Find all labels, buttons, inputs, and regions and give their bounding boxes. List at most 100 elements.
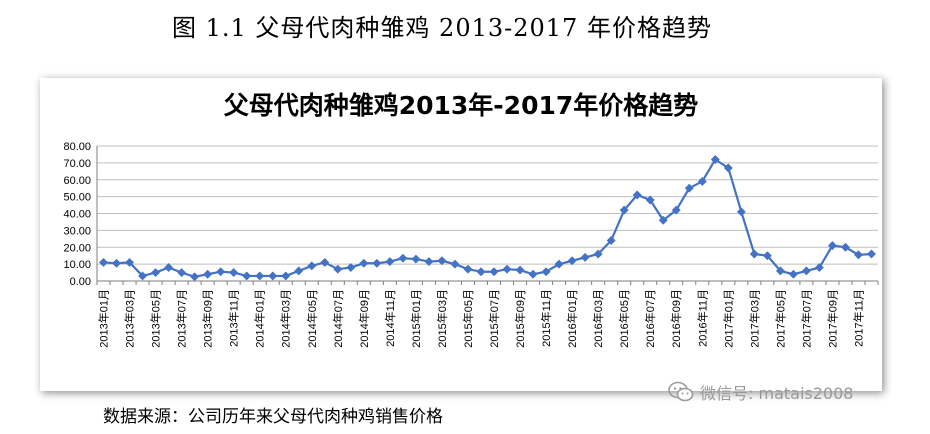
data-point (502, 264, 512, 274)
data-point (124, 257, 135, 267)
data-point (762, 251, 772, 261)
data-point (866, 249, 877, 259)
data-point (424, 257, 434, 267)
data-point (151, 268, 161, 278)
data-point (697, 176, 707, 186)
data-point (606, 235, 616, 246)
x-tick-label: 2014年09月 (357, 289, 371, 348)
x-tick-label: 2015年05月 (461, 289, 475, 348)
x-tick-label: 2017年01月 (721, 289, 735, 348)
data-point (710, 154, 720, 165)
data-point (580, 252, 590, 262)
x-tick-label: 2016年09月 (669, 289, 683, 348)
data-point (632, 190, 642, 200)
watermark: 微信号: matais2008 (668, 379, 918, 405)
x-axis: 2013年01月 2013年03月 2013年05月 2013年07月 2013年09月… (96, 281, 879, 348)
data-point (216, 267, 226, 277)
x-tick-label: 2014年11月 (383, 289, 397, 347)
chart-frame (40, 78, 882, 391)
x-tick-label: 2013年09月 (201, 289, 215, 348)
price-series (98, 154, 877, 282)
data-point (554, 259, 564, 269)
data-point (593, 249, 603, 259)
data-point (385, 257, 395, 267)
data-point (671, 205, 681, 215)
y-tick-label: 0.00 (70, 276, 91, 288)
x-tick-label: 2015年03月 (435, 289, 449, 348)
data-point (450, 259, 460, 269)
x-tick-label: 2015年01月 (409, 289, 423, 348)
data-point (294, 266, 304, 276)
data-point (98, 257, 109, 267)
y-tick-label: 80.00 (63, 141, 91, 153)
y-tick-label: 60.00 (63, 175, 91, 187)
x-tick-label: 2016年01月 (565, 289, 579, 348)
data-point (242, 271, 252, 281)
data-point (372, 258, 382, 268)
x-tick-label: 2013年07月 (175, 289, 189, 348)
source-note: 数据来源：公司历年来父母代肉种鸡销售价格 (103, 407, 443, 427)
series-line (103, 158, 872, 278)
data-point (463, 264, 473, 274)
x-tick-label: 2013年11月 (227, 289, 241, 347)
data-point (138, 271, 148, 281)
y-tick-label: 50.00 (63, 192, 91, 204)
data-point (658, 215, 668, 225)
data-point (645, 195, 655, 205)
data-point (723, 163, 733, 173)
x-tick-label: 2017年03月 (747, 289, 761, 348)
y-tick-label: 40.00 (63, 209, 91, 221)
data-point (840, 242, 851, 252)
data-point (307, 261, 317, 271)
x-tick-label: 2014年01月 (253, 289, 267, 348)
data-point (515, 265, 525, 275)
data-point (255, 271, 265, 281)
y-tick-label: 30.00 (63, 225, 91, 237)
x-tick-label: 2017年07月 (799, 289, 813, 348)
data-point (853, 250, 864, 260)
data-point (437, 256, 447, 266)
x-tick-label: 2016年07月 (643, 289, 657, 348)
data-point (320, 257, 330, 267)
x-tick-label: 2016年11月 (695, 289, 709, 347)
data-point (528, 269, 538, 279)
data-point (775, 266, 785, 276)
data-point (684, 183, 694, 193)
x-tick-label: 2015年07月 (487, 289, 501, 348)
data-point (164, 262, 174, 273)
data-point (619, 205, 629, 215)
x-tick-label: 2017年05月 (773, 289, 787, 348)
figure-caption: 图 1.1 父母代肉种雏鸡 2013-2017 年价格趋势 (172, 14, 712, 42)
data-point (476, 267, 486, 277)
data-point (788, 269, 798, 279)
x-tick-label: 2015年11月 (539, 289, 553, 347)
wechat-icon (668, 381, 694, 402)
data-point (801, 266, 811, 276)
data-point (346, 262, 356, 273)
data-point (567, 256, 577, 266)
data-point (359, 258, 369, 268)
data-point (281, 271, 291, 281)
x-tick-label: 2016年03月 (591, 289, 605, 348)
x-tick-label: 2016年05月 (617, 289, 631, 348)
chart-title: 父母代肉种雏鸡2013年-2017年价格趋势 (223, 91, 699, 120)
x-tick-label: 2015年09月 (513, 289, 527, 348)
data-point (111, 258, 122, 268)
data-point (190, 272, 200, 282)
x-tick-label: 2017年09月 (825, 289, 839, 348)
x-tick-label: 2013年05月 (149, 289, 163, 348)
y-axis: 0.00 10.00 20.00 30.00 40.00 50.00 60.00 70.00 8… (63, 141, 98, 288)
x-tick-label: 2013年03月 (123, 289, 137, 348)
data-point (203, 269, 213, 279)
y-tick-label: 10.00 (63, 259, 91, 271)
y-tick-label: 70.00 (63, 158, 91, 170)
data-point (827, 241, 837, 251)
data-point (749, 249, 759, 259)
watermark-text: 微信号: matais2008 (700, 384, 854, 403)
data-point (333, 264, 343, 274)
data-point (814, 262, 824, 273)
y-tick-label: 20.00 (63, 242, 91, 254)
gridlines (97, 145, 878, 282)
x-tick-label: 2014年03月 (279, 289, 293, 348)
data-point (268, 271, 278, 281)
